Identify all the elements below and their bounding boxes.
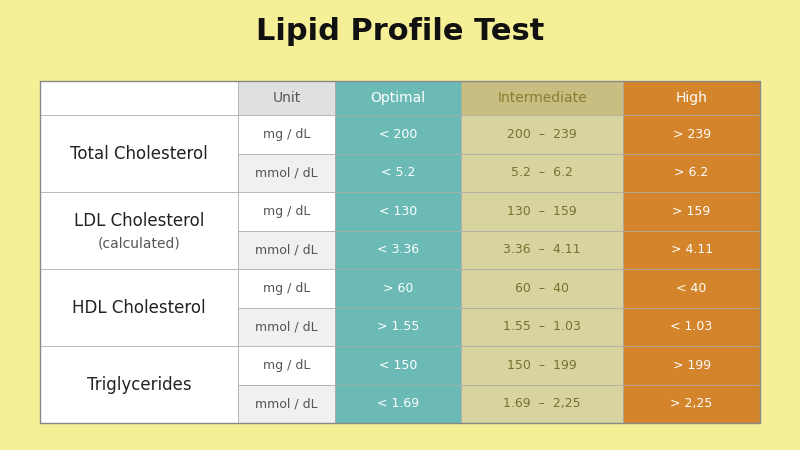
Text: Triglycerides: Triglycerides: [86, 375, 191, 393]
Text: mg / dL: mg / dL: [263, 205, 310, 218]
Bar: [238, 269, 335, 308]
Bar: [623, 269, 760, 308]
Text: Intermediate: Intermediate: [498, 91, 587, 105]
Bar: [238, 346, 335, 384]
Bar: [623, 192, 760, 231]
Text: mmol / dL: mmol / dL: [255, 320, 318, 333]
Bar: [335, 154, 462, 192]
Bar: [335, 346, 462, 384]
Bar: [461, 115, 623, 154]
Text: Total Cholesterol: Total Cholesterol: [70, 145, 208, 163]
Text: > 4.11: > 4.11: [670, 243, 713, 256]
Bar: [40, 269, 238, 346]
Text: > 60: > 60: [383, 282, 414, 295]
Bar: [40, 115, 238, 192]
Text: > 159: > 159: [673, 205, 710, 218]
Bar: [335, 384, 462, 423]
Bar: [623, 154, 760, 192]
Text: HDL Cholesterol: HDL Cholesterol: [72, 299, 206, 317]
Text: mmol / dL: mmol / dL: [255, 397, 318, 410]
Text: < 150: < 150: [379, 359, 418, 372]
Bar: [335, 192, 462, 231]
Text: 1.69  –  2,25: 1.69 – 2,25: [503, 397, 581, 410]
Bar: [623, 115, 760, 154]
Bar: [238, 81, 335, 115]
Text: < 1.03: < 1.03: [670, 320, 713, 333]
Bar: [238, 115, 335, 154]
Bar: [623, 346, 760, 384]
Text: > 239: > 239: [673, 128, 710, 141]
Text: 130  –  159: 130 – 159: [507, 205, 577, 218]
Text: > 2,25: > 2,25: [670, 397, 713, 410]
Bar: [335, 81, 462, 115]
Text: < 130: < 130: [379, 205, 418, 218]
Text: 3.36  –  4.11: 3.36 – 4.11: [503, 243, 581, 256]
Text: 150  –  199: 150 – 199: [507, 359, 577, 372]
Text: Lipid Profile Test: Lipid Profile Test: [256, 17, 544, 46]
Bar: [461, 154, 623, 192]
Bar: [335, 115, 462, 154]
Text: mg / dL: mg / dL: [263, 282, 310, 295]
Text: < 1.69: < 1.69: [377, 397, 419, 410]
Text: 5.2  –  6.2: 5.2 – 6.2: [511, 166, 573, 180]
Text: 1.55  –  1.03: 1.55 – 1.03: [503, 320, 581, 333]
Text: Optimal: Optimal: [370, 91, 426, 105]
Text: < 3.36: < 3.36: [377, 243, 419, 256]
Text: 60  –  40: 60 – 40: [515, 282, 569, 295]
Text: Unit: Unit: [273, 91, 301, 105]
Bar: [623, 308, 760, 346]
Text: mg / dL: mg / dL: [263, 359, 310, 372]
Text: mg / dL: mg / dL: [263, 128, 310, 141]
Bar: [238, 192, 335, 231]
Text: mmol / dL: mmol / dL: [255, 166, 318, 180]
Bar: [40, 346, 238, 423]
Text: mmol / dL: mmol / dL: [255, 243, 318, 256]
Bar: [40, 81, 238, 115]
Bar: [40, 81, 760, 423]
Text: < 40: < 40: [677, 282, 706, 295]
Bar: [623, 231, 760, 269]
Text: (calculated): (calculated): [98, 237, 180, 251]
Bar: [238, 308, 335, 346]
Bar: [335, 231, 462, 269]
Bar: [623, 81, 760, 115]
Text: > 199: > 199: [673, 359, 710, 372]
Bar: [238, 384, 335, 423]
Bar: [335, 308, 462, 346]
Text: < 5.2: < 5.2: [381, 166, 415, 180]
Bar: [238, 154, 335, 192]
Bar: [461, 231, 623, 269]
Bar: [335, 269, 462, 308]
Text: High: High: [676, 91, 707, 105]
Bar: [461, 192, 623, 231]
Text: LDL Cholesterol: LDL Cholesterol: [74, 212, 204, 230]
Bar: [461, 269, 623, 308]
Bar: [238, 231, 335, 269]
Text: < 200: < 200: [379, 128, 418, 141]
Bar: [40, 192, 238, 269]
Text: > 6.2: > 6.2: [674, 166, 709, 180]
Text: > 1.55: > 1.55: [377, 320, 419, 333]
Bar: [461, 81, 623, 115]
Bar: [461, 346, 623, 384]
Bar: [461, 384, 623, 423]
Bar: [461, 308, 623, 346]
Bar: [623, 384, 760, 423]
Text: 200  –  239: 200 – 239: [507, 128, 577, 141]
